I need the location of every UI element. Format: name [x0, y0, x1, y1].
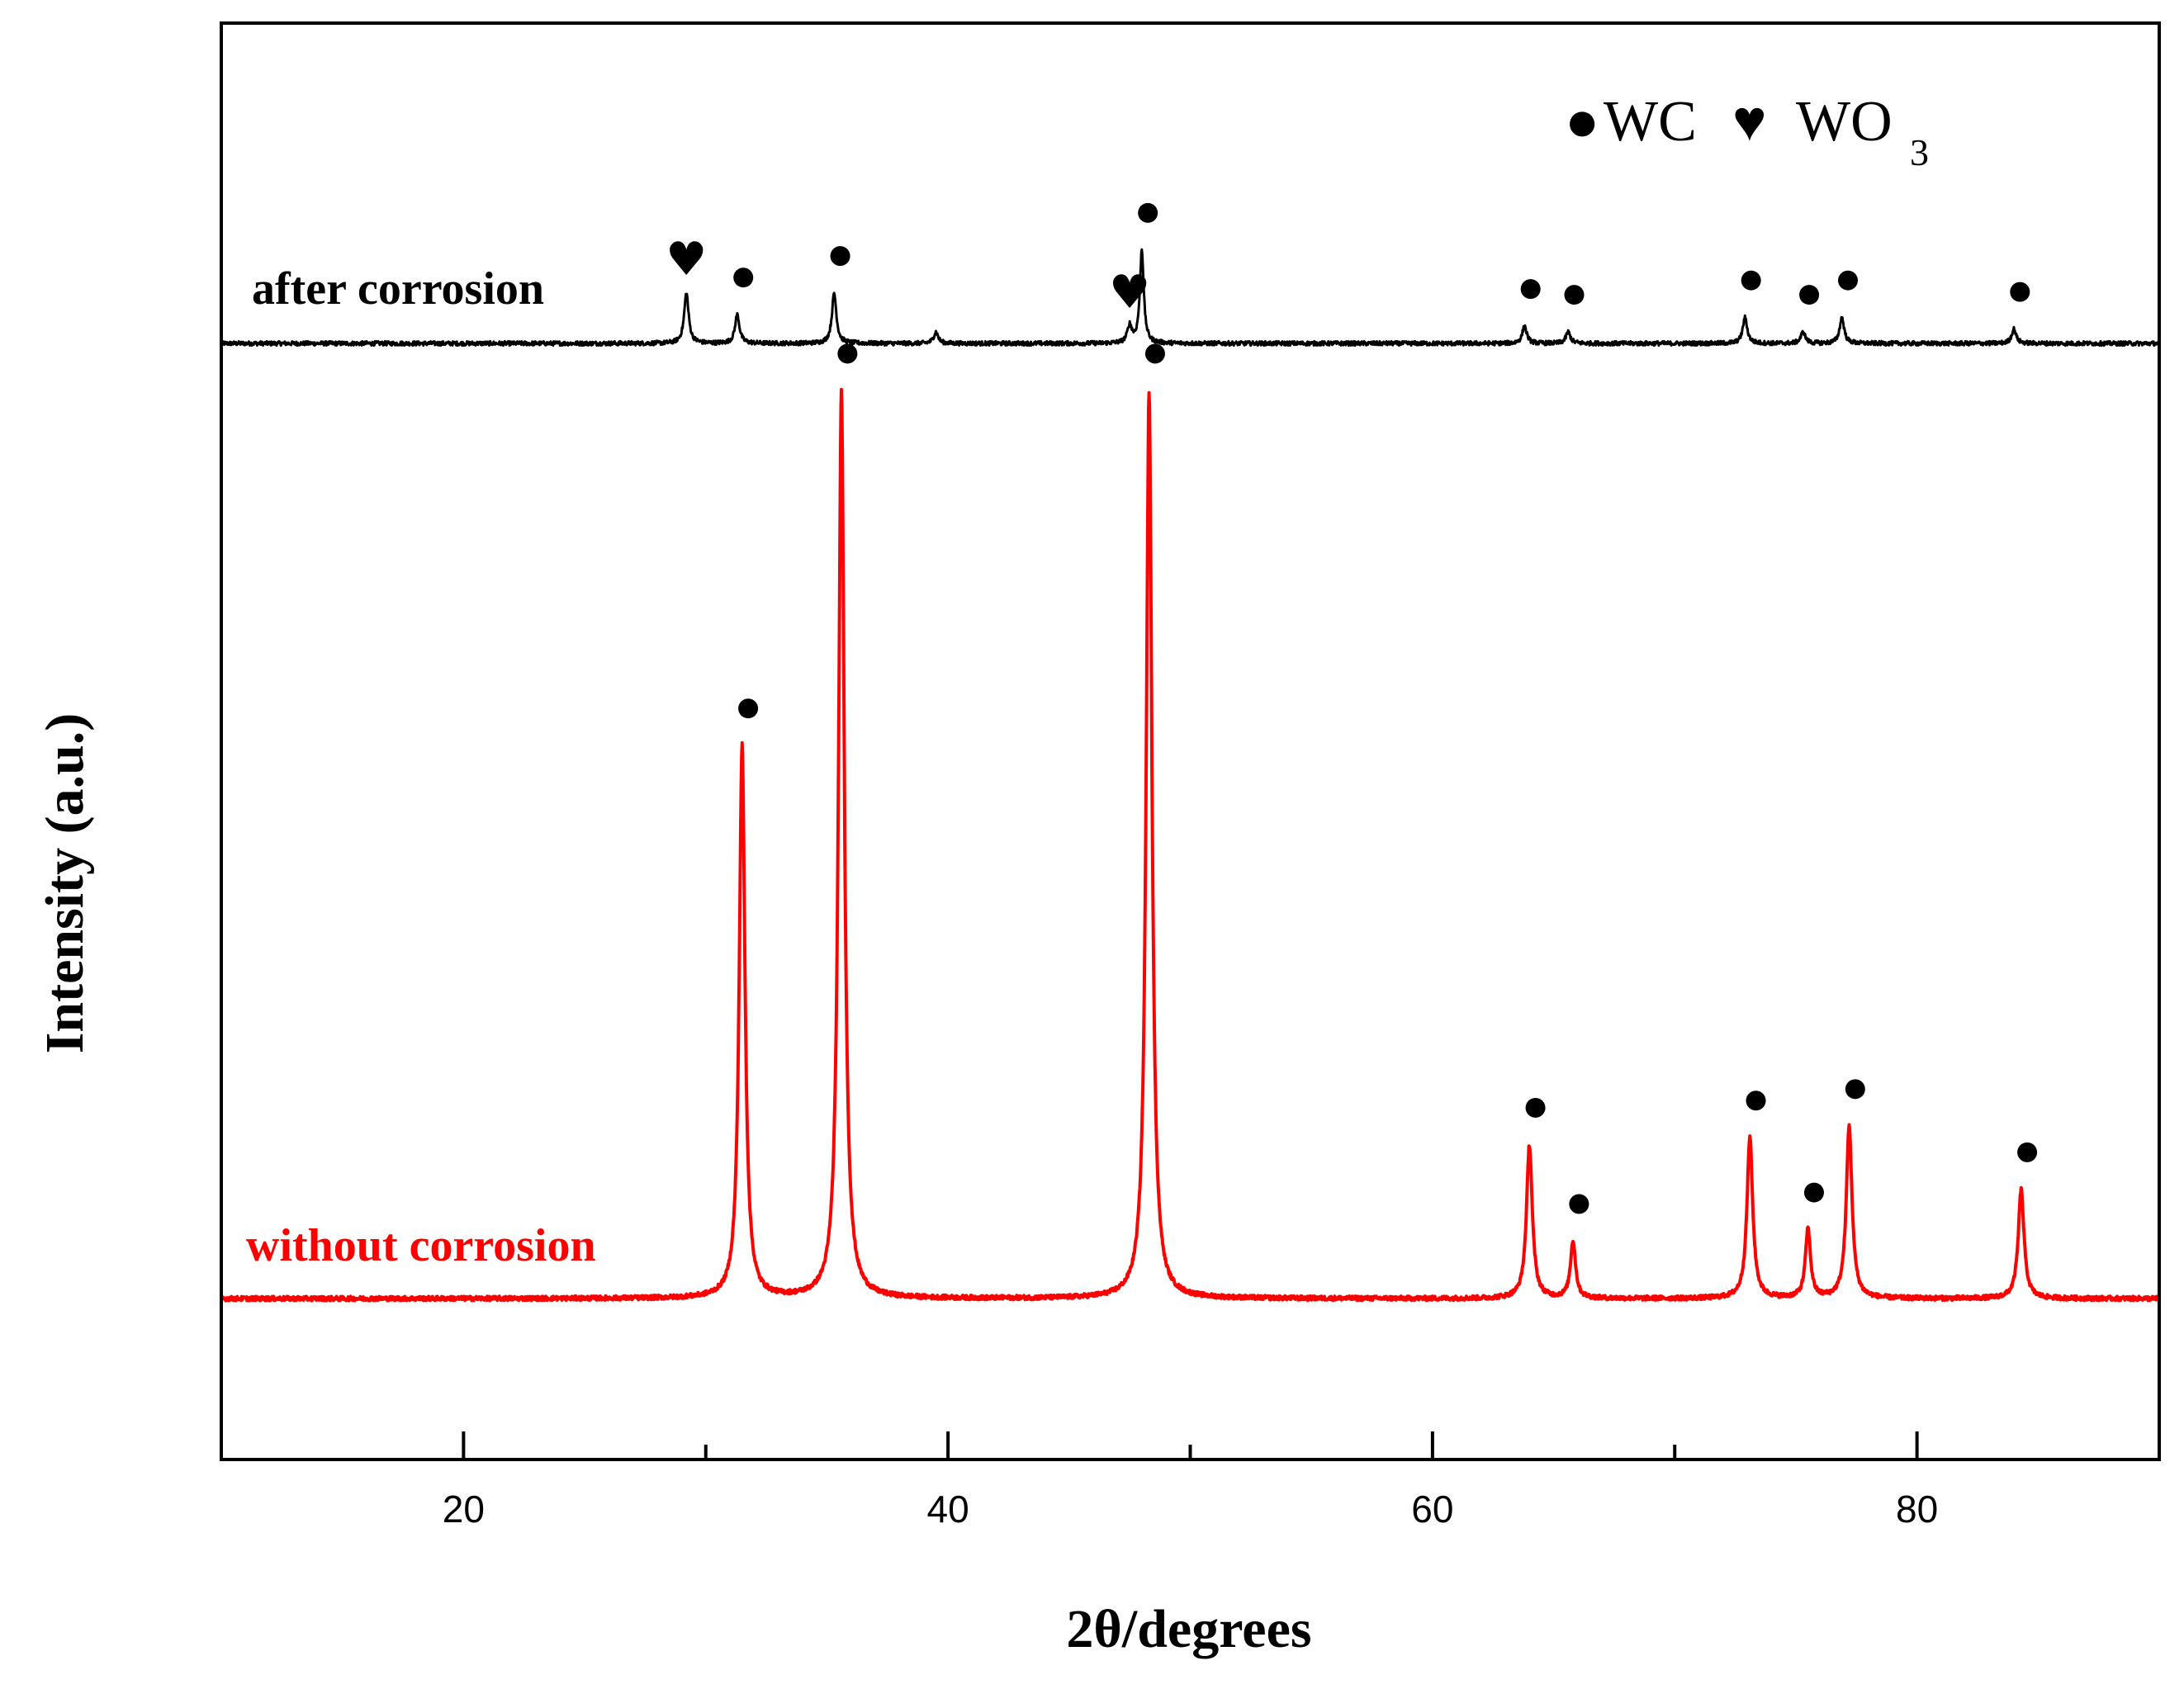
marker-layer: ♥♥	[666, 202, 2038, 1214]
x-tick-label: 60	[1411, 1488, 1453, 1531]
wo3-peak-marker: ♥	[1109, 266, 1150, 319]
x-axis-ticks: 20 40 60 80	[443, 1431, 1938, 1531]
legend: ● WC ♥ WO 3	[1565, 90, 1929, 173]
legend-wc-symbol: ●	[1565, 90, 1599, 154]
x-tick-label: 20	[443, 1488, 485, 1531]
wc-peak-marker	[738, 698, 759, 719]
x-axis-title: 2θ/degrees	[1066, 1599, 1311, 1659]
series-layer	[220, 248, 2161, 1303]
wc-peak-marker	[1525, 1097, 1546, 1118]
wc-peak-marker	[1144, 343, 1165, 364]
wc-peak-marker	[2017, 1142, 2038, 1162]
series-label-without-corrosion: without corrosion	[246, 1220, 596, 1271]
x-tick-label: 80	[1896, 1488, 1938, 1531]
legend-wc-label: WC	[1604, 90, 1697, 154]
legend-wo3-subscript: 3	[1910, 131, 1929, 173]
x-tick-label: 40	[927, 1488, 969, 1531]
series-line-without-corrosion	[220, 387, 2161, 1303]
wc-peak-marker	[837, 343, 858, 364]
wc-peak-marker	[733, 267, 754, 288]
wc-peak-marker	[1799, 285, 1820, 305]
wc-peak-marker	[1803, 1182, 1824, 1203]
wc-peak-marker	[1838, 270, 1859, 291]
wo3-peak-marker: ♥	[666, 233, 707, 286]
y-axis-title: Intensity (a.u.)	[35, 713, 95, 1054]
legend-wo3-symbol: ♥	[1732, 90, 1767, 154]
legend-wo3-label: WO	[1796, 90, 1893, 154]
series-line-after-corrosion	[220, 248, 2161, 348]
wc-peak-marker	[2010, 282, 2030, 302]
wc-peak-marker	[1741, 270, 1761, 291]
wc-peak-marker	[1138, 202, 1158, 223]
wc-peak-marker	[1569, 1194, 1589, 1214]
wc-peak-marker	[830, 246, 850, 267]
series-label-after-corrosion: after corrosion	[252, 263, 544, 315]
wc-peak-marker	[1564, 285, 1585, 305]
wc-peak-marker	[1845, 1079, 1865, 1100]
wc-peak-marker	[1746, 1091, 1766, 1111]
wc-peak-marker	[1520, 279, 1541, 300]
